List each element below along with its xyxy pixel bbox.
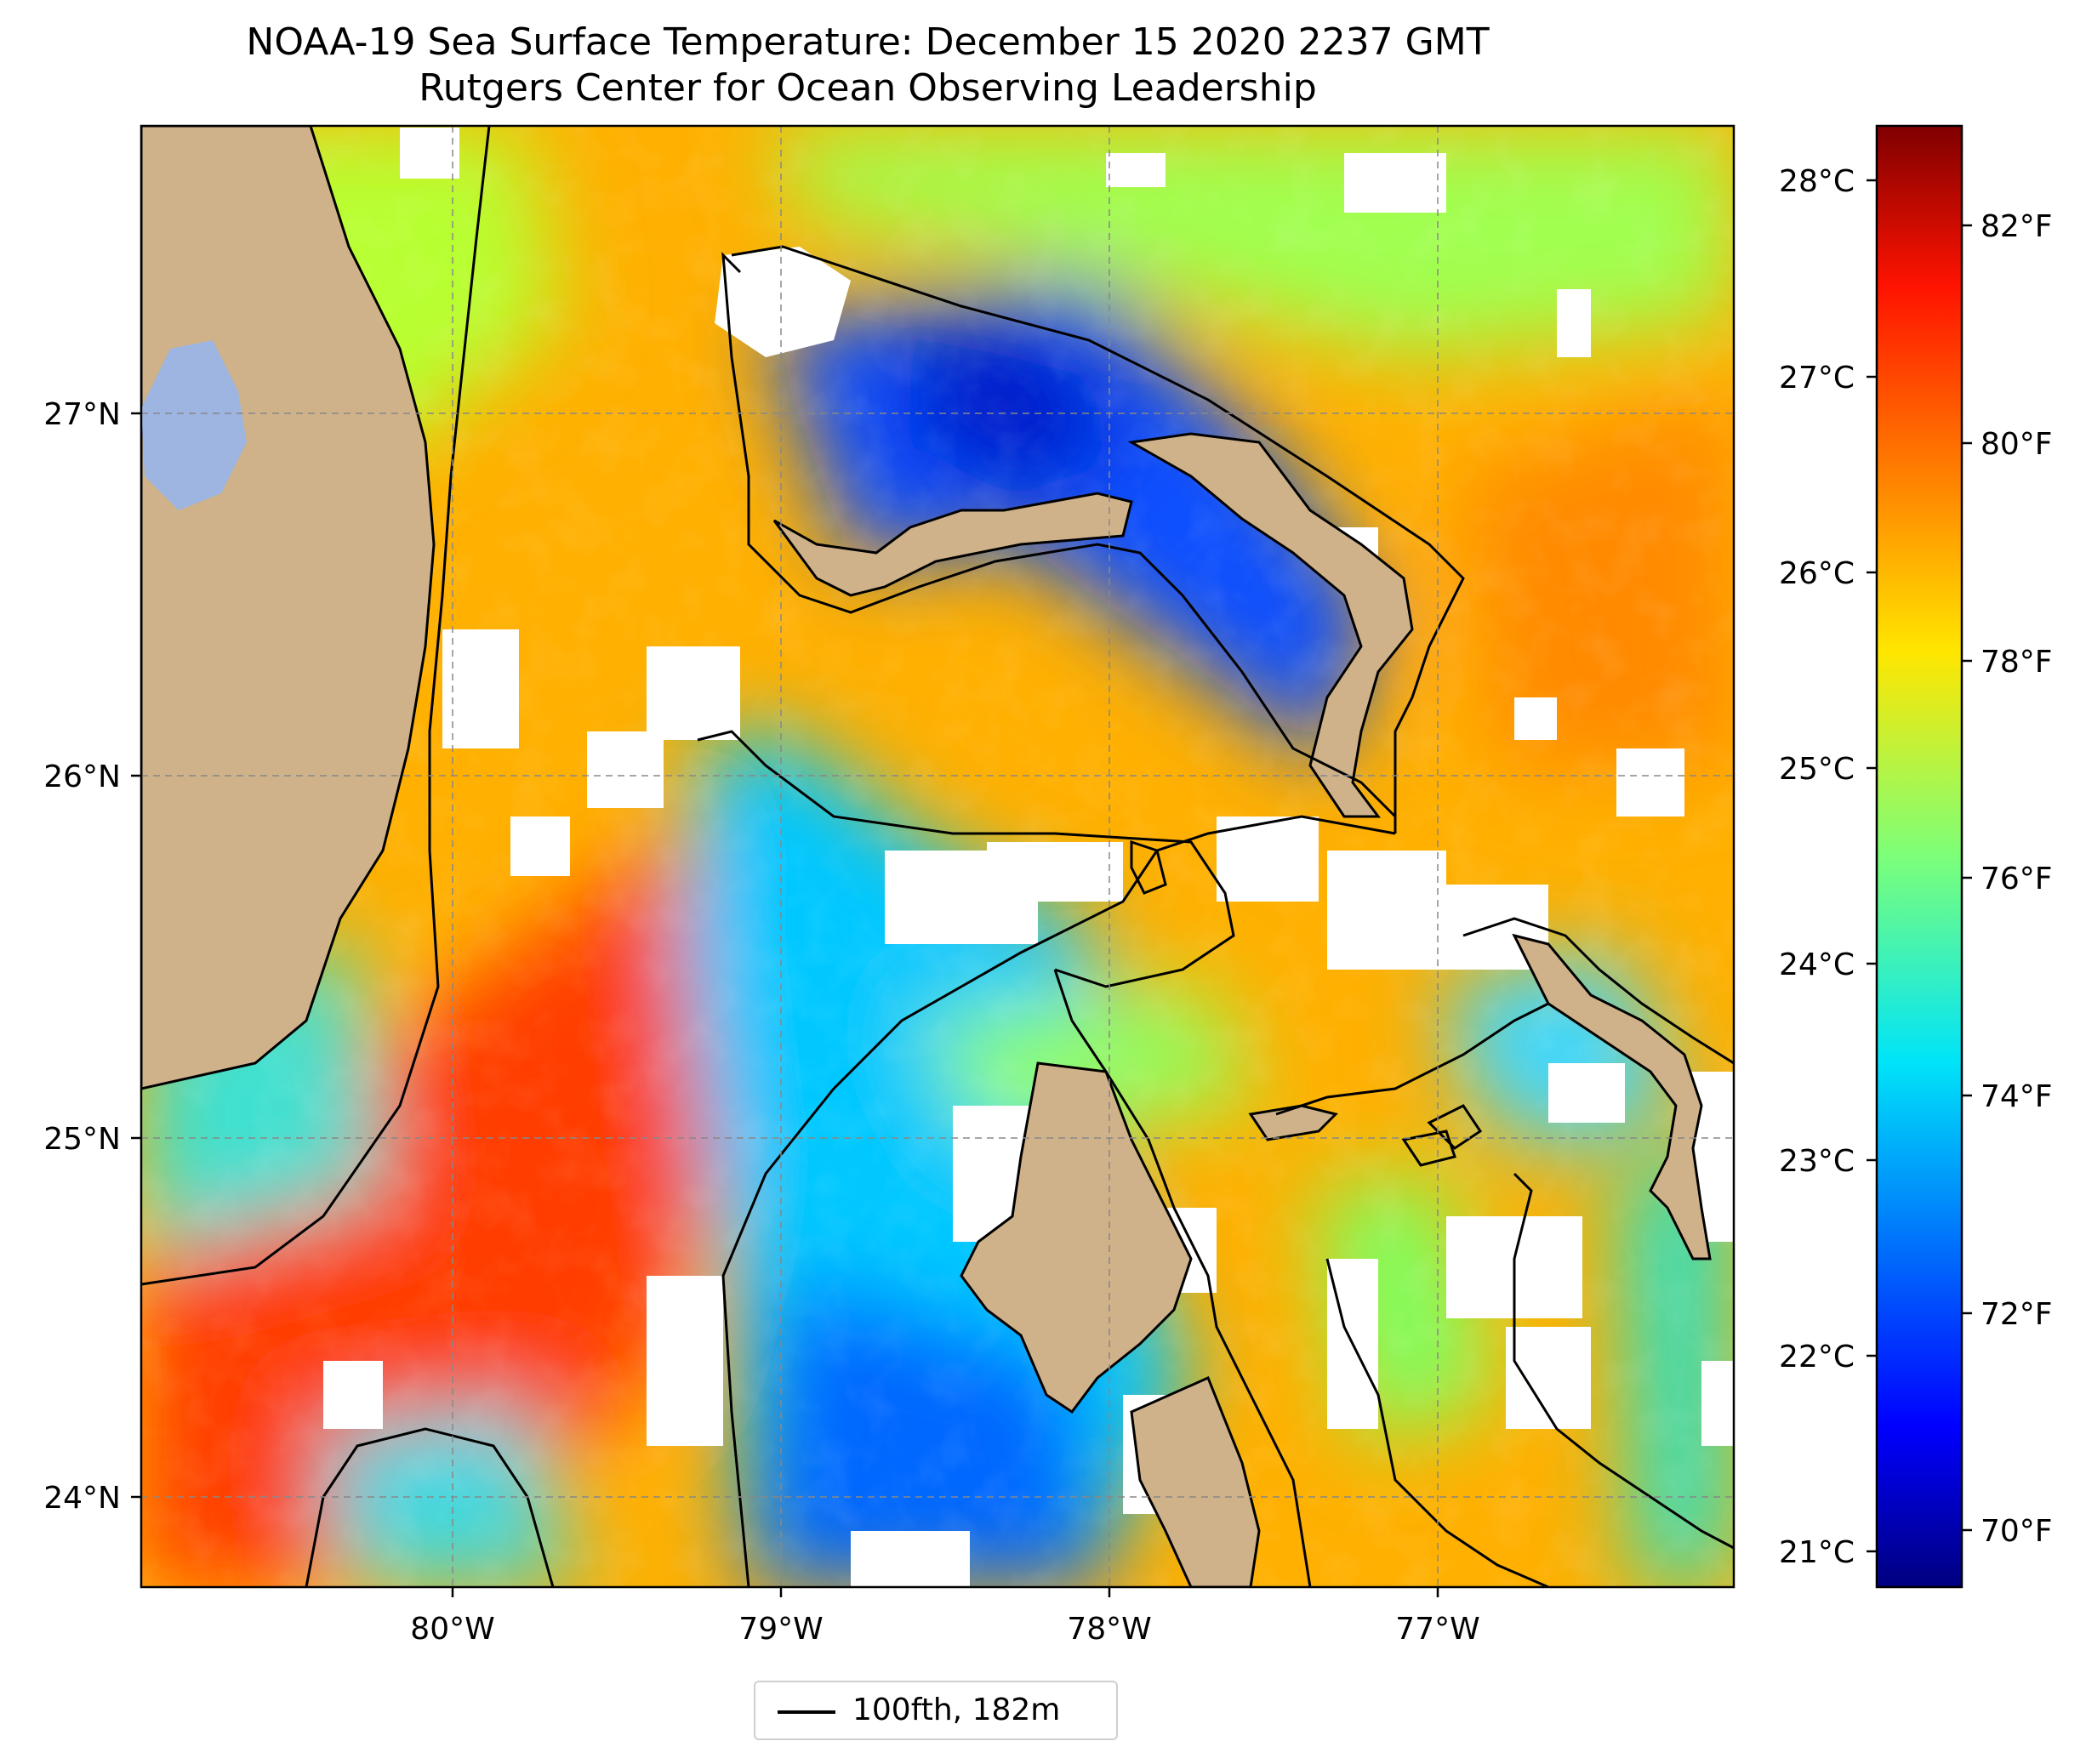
celsius-tick-label: 23°C: [1779, 1144, 1855, 1179]
fahrenheit-tick-label: 70°F: [1981, 1514, 2053, 1549]
fahrenheit-tick-label: 80°F: [1981, 427, 2053, 462]
lon-tick-label: 79°W: [738, 1612, 823, 1647]
map-frame: [140, 124, 1735, 1589]
fahrenheit-tick-label: 72°F: [1981, 1297, 2053, 1332]
new-providence: [1248, 1104, 1338, 1141]
sst-field: [141, 126, 1734, 1587]
lat-tick-label: 24°N: [43, 1481, 121, 1516]
isobath-100fth: [141, 126, 1734, 1587]
eleuthera: [1512, 933, 1712, 1260]
lake-okeechobee: [141, 340, 247, 510]
axis-ticks: [131, 412, 1439, 1597]
lat-tick-label: 27°N: [43, 397, 121, 432]
fahrenheit-tick-label: 76°F: [1981, 862, 2053, 896]
map-subtitle: Rutgers Center for Ocean Observing Leade…: [419, 66, 1317, 110]
legend: 100fth, 182m: [754, 1681, 1118, 1740]
fahrenheit-tick-label: 82°F: [1981, 209, 2053, 244]
celsius-tick-label: 26°C: [1779, 556, 1855, 591]
colorbar: [1875, 124, 1963, 1589]
celsius-tick-label: 22°C: [1779, 1340, 1855, 1374]
lat-tick-label: 25°N: [43, 1122, 121, 1157]
graticule: [141, 126, 1734, 1587]
lon-tick-label: 78°W: [1067, 1612, 1151, 1647]
fahrenheit-ticks: [1962, 224, 1972, 1532]
celsius-tick-label: 21°C: [1779, 1535, 1855, 1570]
land: [141, 126, 1712, 1587]
andros: [960, 1061, 1193, 1414]
lon-tick-label: 77°W: [1395, 1612, 1479, 1647]
celsius-tick-label: 25°C: [1779, 752, 1855, 787]
cloud-mask: [323, 128, 1734, 1587]
celsius-ticks: [1867, 179, 1877, 1553]
grand-bahama: [772, 492, 1133, 597]
celsius-tick-label: 24°C: [1779, 947, 1855, 982]
celsius-tick-label: 27°C: [1779, 361, 1855, 395]
berry-islands: [1130, 839, 1167, 895]
abaco: [1127, 432, 1414, 818]
legend-line-swatch: [778, 1710, 835, 1714]
lat-tick-label: 26°N: [43, 760, 121, 794]
lon-tick-label: 80°W: [410, 1612, 494, 1647]
legend-label: 100fth, 182m: [852, 1693, 1061, 1727]
celsius-tick-label: 28°C: [1779, 164, 1855, 199]
fahrenheit-tick-label: 78°F: [1981, 645, 2053, 680]
fahrenheit-tick-label: 74°F: [1981, 1079, 2053, 1114]
map-title: NOAA-19 Sea Surface Temperature: Decembe…: [246, 20, 1490, 64]
